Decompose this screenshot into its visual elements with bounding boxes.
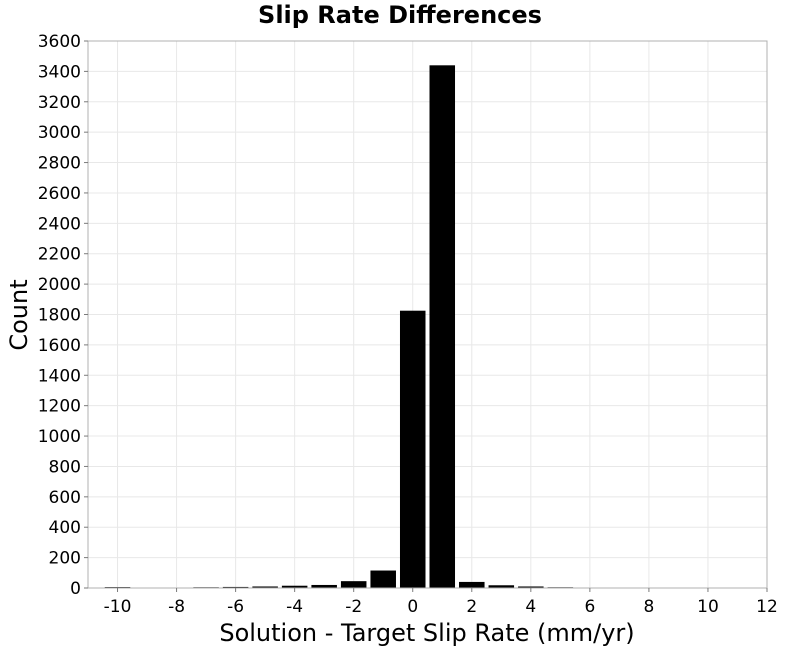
y-tick-label: 2800 bbox=[38, 154, 81, 174]
x-tick-label: 10 bbox=[697, 597, 719, 617]
x-tick-label: -4 bbox=[286, 597, 303, 617]
x-tick-label: 0 bbox=[407, 597, 418, 617]
x-tick-label: 12 bbox=[756, 597, 778, 617]
x-axis-label: Solution - Target Slip Rate (mm/yr) bbox=[219, 619, 634, 647]
bars bbox=[104, 65, 662, 589]
histogram-bar bbox=[252, 586, 278, 588]
y-axis-label: Count bbox=[5, 279, 33, 350]
y-tick-label: 1000 bbox=[38, 427, 81, 447]
x-tick-label: -6 bbox=[227, 597, 244, 617]
axis-ticks bbox=[84, 40, 768, 592]
y-tick-label: 400 bbox=[49, 518, 81, 538]
histogram-bar bbox=[488, 585, 515, 588]
histogram-bar bbox=[370, 570, 396, 588]
histogram-bar bbox=[311, 584, 337, 588]
x-tick-label: -10 bbox=[104, 597, 132, 617]
y-tick-label: 2400 bbox=[38, 214, 81, 234]
x-tick-label: -8 bbox=[168, 597, 185, 617]
x-tick-label: -2 bbox=[345, 597, 362, 617]
y-tick-label: 1400 bbox=[38, 366, 81, 386]
histogram-bar bbox=[429, 65, 456, 589]
x-tick-label: 2 bbox=[466, 597, 477, 617]
y-tick-label: 1200 bbox=[38, 397, 81, 417]
y-tick-label: 1600 bbox=[38, 336, 81, 356]
y-tick-label: 200 bbox=[49, 549, 81, 569]
y-tick-label: 3600 bbox=[38, 32, 81, 52]
y-tick-label: 2600 bbox=[38, 184, 81, 204]
chart-title: Slip Rate Differences bbox=[258, 1, 542, 29]
histogram-bar bbox=[281, 585, 308, 588]
x-tick-label: 6 bbox=[584, 597, 595, 617]
y-tick-labels: 0 200 400 600 800 1000 1200 1400 1600 1800 2000 220… bbox=[38, 32, 81, 599]
y-tick-label: 600 bbox=[49, 488, 81, 508]
x-tick-labels: -10 -8 -6 -4 -2 0 2 4 6 8 10 12 bbox=[104, 597, 778, 617]
x-tick-label: 8 bbox=[643, 597, 654, 617]
y-tick-label: 2000 bbox=[38, 275, 81, 295]
y-tick-label: 3000 bbox=[38, 123, 81, 143]
y-tick-label: 800 bbox=[49, 457, 81, 477]
y-tick-label: 1800 bbox=[38, 306, 81, 326]
grid-lines bbox=[88, 40, 768, 589]
histogram-bar bbox=[222, 586, 249, 588]
histogram-bar bbox=[399, 310, 426, 588]
y-tick-label: 3400 bbox=[38, 62, 81, 82]
x-tick-label: 4 bbox=[525, 597, 536, 617]
histogram-bar bbox=[340, 581, 367, 588]
histogram-bar bbox=[459, 581, 485, 588]
y-tick-label: 3200 bbox=[38, 93, 81, 113]
histogram-bar bbox=[518, 586, 544, 588]
y-tick-label: 2200 bbox=[38, 245, 81, 265]
y-tick-label: 0 bbox=[70, 579, 81, 599]
